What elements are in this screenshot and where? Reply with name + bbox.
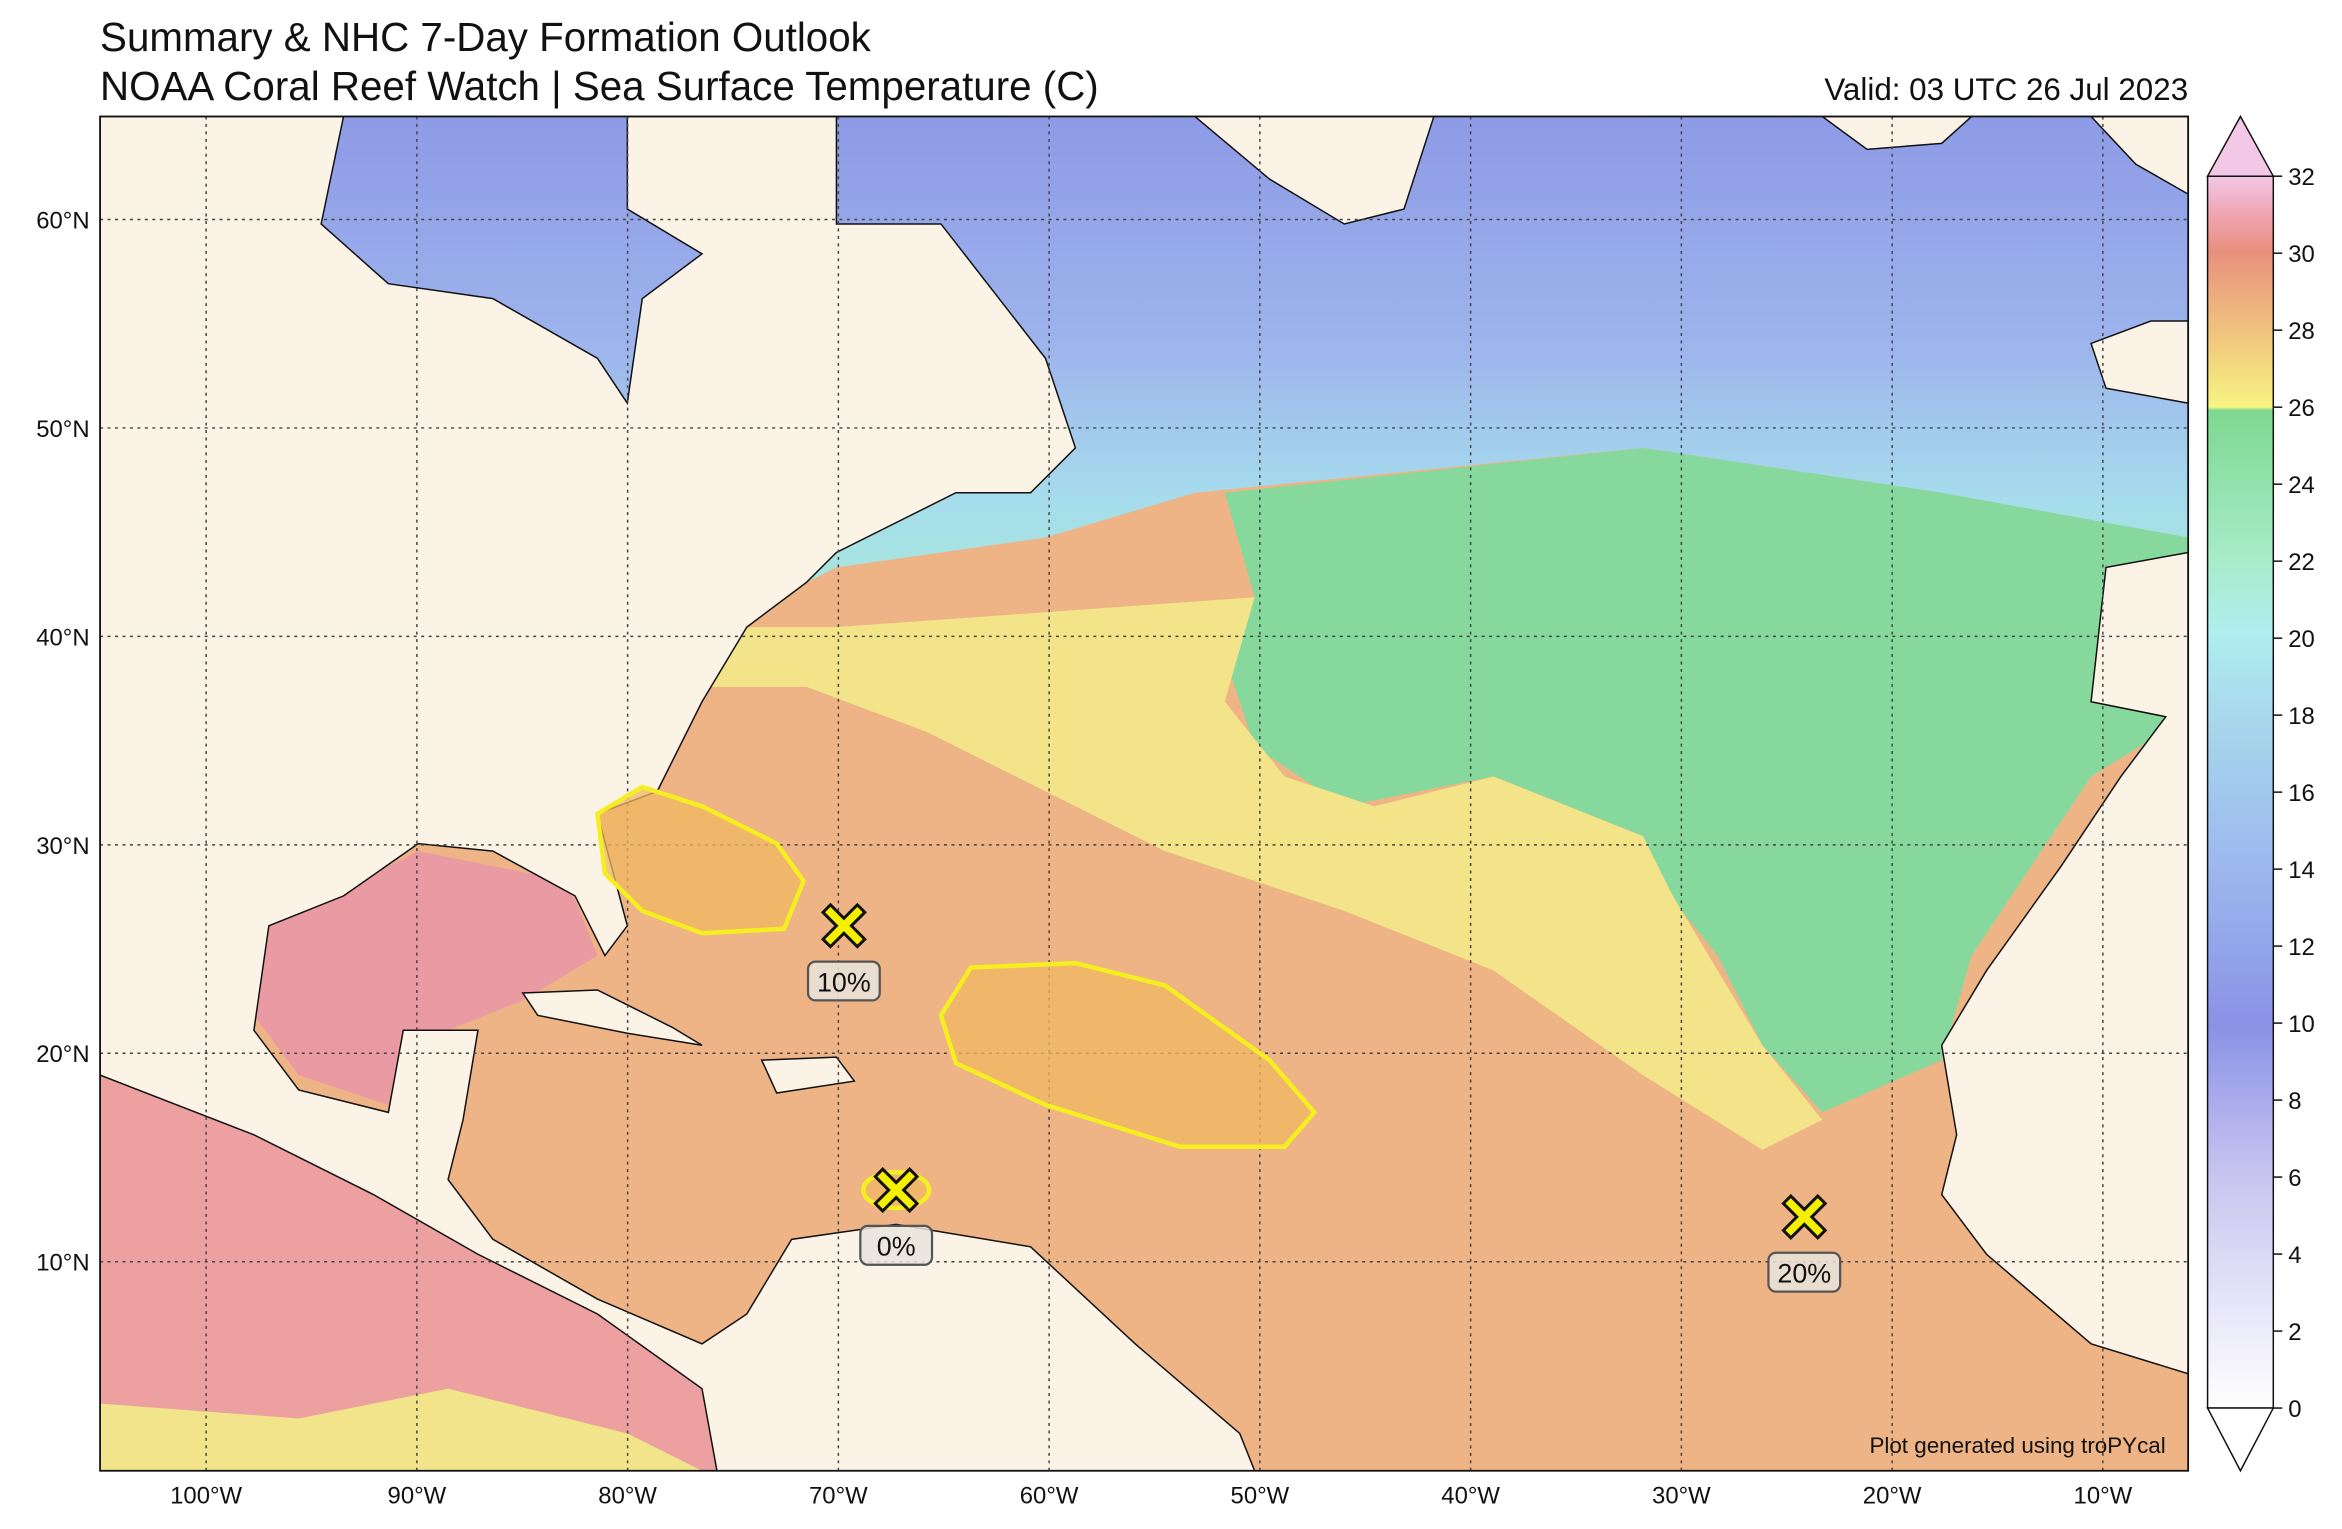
lon-label: 40°W (1441, 1483, 1500, 1510)
colorbar-tick-label: 10 (2288, 1011, 2315, 1038)
colorbar-tick-label: 32 (2288, 164, 2315, 191)
colorbar-tick-label: 8 (2288, 1088, 2301, 1115)
label-box (806, 960, 881, 1002)
lat-label: 60°N (36, 207, 89, 234)
scandinavia (2090, 116, 2189, 195)
x-marker (1781, 1193, 1828, 1240)
map-frame (99, 115, 2190, 1472)
map-area: 10% 0% 20% Plot generated using troPYcal (100, 116, 2189, 1471)
colorbar-tick-label: 20 (2288, 626, 2315, 653)
colorbar-tick-label: 26 (2288, 395, 2315, 422)
colorbar-tick-label: 18 (2288, 703, 2315, 730)
disturbance-marker: 20% (1767, 1193, 1842, 1293)
lon-label: 60°W (1020, 1483, 1079, 1510)
greenland (1193, 116, 1435, 225)
outlook-area (938, 960, 1318, 1149)
iceland (1820, 116, 1973, 151)
cuba (521, 989, 703, 1046)
label-box (859, 1224, 934, 1266)
lon-label: 80°W (598, 1483, 657, 1510)
colorbar-tick-label: 6 (2288, 1165, 2301, 1192)
colorbar-tick-label: 14 (2288, 857, 2315, 884)
title: Summary & NHC 7-Day Formation Outlook (100, 14, 872, 60)
mild-water (1224, 447, 2189, 1113)
warm-water (702, 597, 1823, 1150)
lat-label: 50°N (36, 416, 89, 443)
colorbar-tick-label: 12 (2288, 934, 2315, 961)
warm-water (100, 1388, 703, 1471)
lon-label: 10°W (2074, 1483, 2133, 1510)
hot-water (100, 1075, 717, 1471)
lon-label: 100°W (170, 1483, 242, 1510)
lon-label: 30°W (1652, 1483, 1711, 1510)
colorbar-extend (2206, 1407, 2275, 1473)
label-box (1767, 1251, 1842, 1293)
lat-label: 10°N (36, 1250, 89, 1277)
colorbar-tick-label: 28 (2288, 318, 2315, 345)
europe-africa (1940, 551, 2189, 1375)
valid-time: Valid: 03 UTC 26 Jul 2023 (1824, 72, 2188, 107)
colorbar-tick-label: 0 (2288, 1396, 2301, 1423)
lon-label: 90°W (388, 1483, 447, 1510)
subtitle: NOAA Coral Reef Watch | Sea Surface Temp… (100, 63, 1099, 109)
lon-label: 50°W (1231, 1483, 1290, 1510)
hot-water (253, 851, 598, 1105)
x-marker (820, 902, 867, 949)
colorbar-body (2206, 175, 2275, 1409)
colorbar-tick-label: 30 (2288, 241, 2315, 268)
x-marker (873, 1167, 920, 1214)
colorbar-tick-label: 24 (2288, 472, 2315, 499)
lat-label: 20°N (36, 1041, 89, 1068)
colorbar-tick-label: 4 (2288, 1242, 2301, 1269)
colorbar-tick-label: 16 (2288, 780, 2315, 807)
credit: Plot generated using troPYcal (1869, 1433, 2165, 1458)
disturbance-marker: 0% (859, 1167, 934, 1266)
probability-label: 0% (877, 1232, 916, 1262)
outlook-area (595, 784, 807, 936)
disturbance-marker: 10% (806, 902, 881, 1002)
probability-label: 20% (1777, 1259, 1831, 1289)
hispaniola (760, 1056, 856, 1094)
lon-label: 70°W (809, 1483, 868, 1510)
probability-label: 10% (817, 967, 871, 997)
lat-label: 40°N (36, 624, 89, 651)
lon-label: 20°W (1863, 1483, 1922, 1510)
colorbar-tick-label: 2 (2288, 1319, 2301, 1346)
colorbar-extend (2206, 114, 2275, 177)
disturbances: 10% 0% 20% (806, 902, 1842, 1293)
colorbar-tick-label: 22 (2288, 549, 2315, 576)
lat-label: 30°N (36, 833, 89, 860)
